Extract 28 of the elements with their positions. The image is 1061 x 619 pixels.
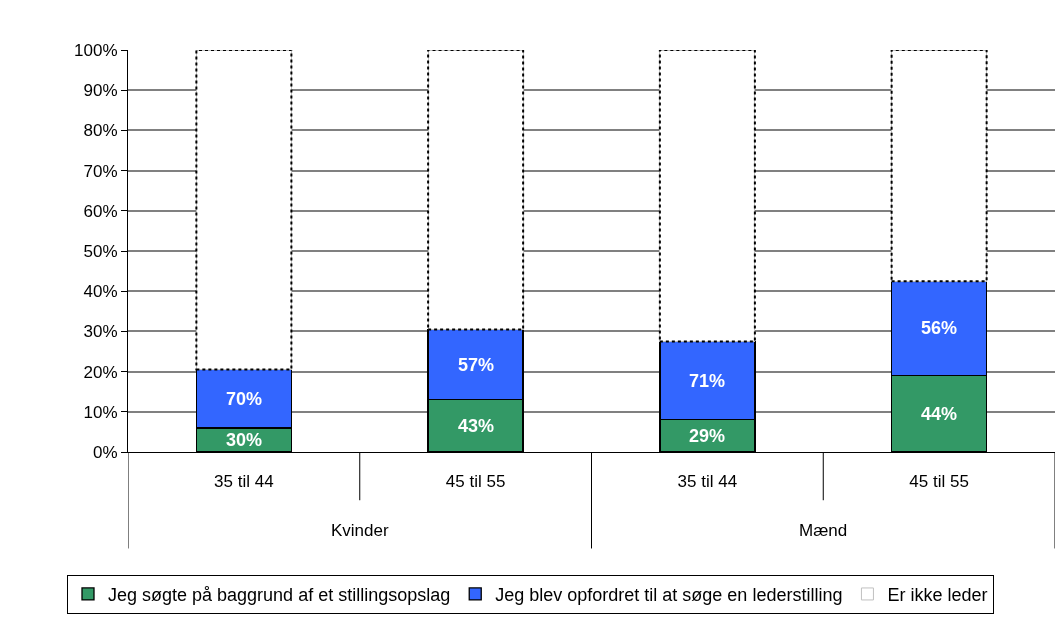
y-tick-label: 80%	[83, 121, 118, 141]
legend-label: Jeg blev opfordret til at søge en lederstilling	[495, 584, 843, 605]
annotation: 70%	[226, 389, 263, 409]
y-tick-label: 90%	[83, 81, 118, 101]
y-tick-label: 20%	[83, 362, 118, 382]
y-tick-label: 0%	[93, 442, 118, 462]
legend-label: Jeg søgte på baggrund af et stillingsopslag	[108, 584, 451, 605]
y-tick-label: 30%	[83, 322, 118, 342]
annotation: 44%	[921, 404, 958, 424]
x-tick-label: 45 til 55	[909, 472, 969, 492]
y-tick-label: 70%	[83, 161, 118, 181]
y-tick-label: 60%	[83, 201, 118, 221]
y-tick-label: 50%	[83, 241, 118, 261]
x-tick-label: 35 til 44	[677, 472, 738, 492]
annotation: 30%	[226, 430, 263, 450]
annotation: 43%	[458, 416, 495, 436]
y-tick-label: 10%	[83, 402, 118, 422]
x-tick-label: 45 til 55	[445, 472, 506, 492]
legend-label: Er ikke leder	[887, 584, 988, 605]
y-tick-label: 100%	[74, 40, 118, 60]
annotation: 29%	[689, 426, 726, 446]
text: Mænd	[799, 521, 848, 540]
annotation: 71%	[689, 371, 726, 391]
annotation: 57%	[458, 355, 495, 375]
annotation: 56%	[921, 318, 958, 338]
x-tick-label: 35 til 44	[214, 472, 274, 492]
text: Kvinder	[331, 521, 389, 540]
y-tick-label: 40%	[83, 282, 118, 302]
